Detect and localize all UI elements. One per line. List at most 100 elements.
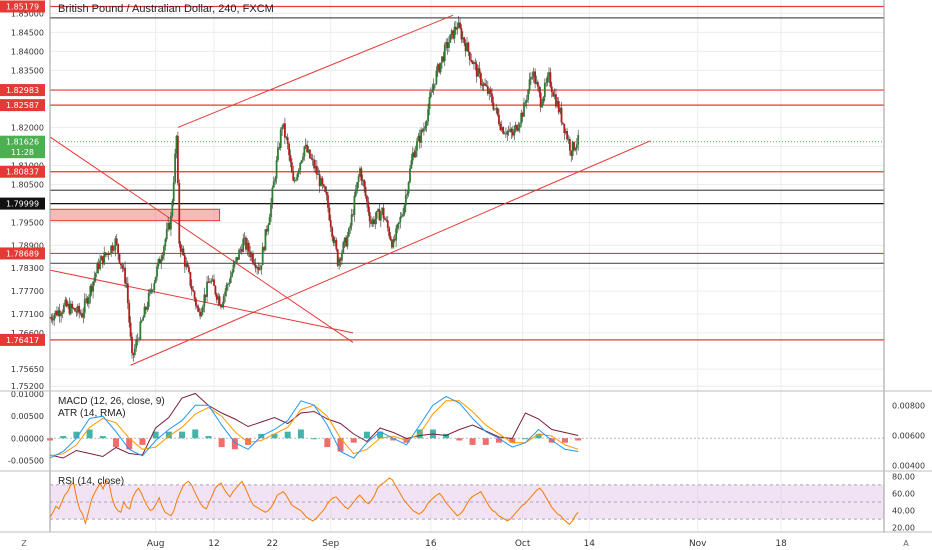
candle-body <box>160 259 163 264</box>
candle-body <box>516 124 518 131</box>
candle-body <box>268 217 271 225</box>
candle-body <box>245 237 247 250</box>
candle-body <box>121 265 124 269</box>
macd-histogram-bar <box>165 431 172 439</box>
candle-body <box>300 160 303 163</box>
candle-body <box>203 294 206 307</box>
candle-body <box>170 215 172 230</box>
candle-body <box>438 64 441 73</box>
candle-body <box>297 169 300 174</box>
candle-body <box>503 133 506 135</box>
price-tick-label: 1.78300 <box>11 264 44 273</box>
time-tick-label: Aug <box>147 539 165 549</box>
candle-body <box>147 293 150 307</box>
candle-body <box>410 160 413 169</box>
candle-body <box>114 238 117 251</box>
price-tag-bg <box>0 0 45 13</box>
candle-body <box>307 149 310 153</box>
candle-body <box>83 299 86 313</box>
candle-body <box>232 264 235 273</box>
candles[interactable] <box>49 15 580 362</box>
supply-zone <box>49 208 221 222</box>
candle-body <box>384 218 386 220</box>
macd-histogram-bar <box>86 429 93 439</box>
candle-body <box>495 107 498 109</box>
candle-body <box>279 129 282 148</box>
level-lines <box>50 5 884 341</box>
candle-body <box>339 258 342 261</box>
candle-body <box>181 248 183 252</box>
candle-body <box>253 262 256 265</box>
candle-body <box>568 138 571 151</box>
candle-body <box>90 286 93 292</box>
rsi-line <box>49 477 579 526</box>
candle-body <box>352 214 354 216</box>
candle-body <box>505 133 507 135</box>
candle-body <box>411 152 414 161</box>
macd-histogram-bar <box>126 438 133 450</box>
candle-body <box>521 112 524 117</box>
candle-body <box>67 303 69 307</box>
candle-body <box>167 222 170 229</box>
candle-body <box>385 219 388 221</box>
candle-body <box>161 255 164 260</box>
candle-body <box>72 308 75 309</box>
candle-body <box>204 294 207 297</box>
macd-histogram-bar <box>482 438 489 445</box>
macd-histogram-bar <box>271 433 278 439</box>
candle-body <box>75 311 78 313</box>
macd-tick-label: 0.01000 <box>11 390 44 399</box>
candle-body <box>427 109 429 122</box>
candle-body <box>135 340 138 349</box>
rsi-label: RSI (14, close) <box>58 476 125 487</box>
candle-body <box>246 242 249 250</box>
candle-body <box>107 253 110 255</box>
candle-body <box>431 90 434 93</box>
candle-body <box>183 255 186 267</box>
candle-body <box>318 174 321 187</box>
macd-histogram-bar <box>245 438 252 445</box>
candle-body <box>88 297 90 304</box>
candle-body <box>539 92 542 108</box>
candle-body <box>371 219 374 224</box>
price-tick-label: 1.77100 <box>11 310 44 319</box>
candle-body <box>350 214 353 226</box>
candle-body <box>357 176 360 183</box>
candle-body <box>284 123 286 138</box>
price-tick-label: 1.83500 <box>11 66 44 75</box>
candle-body <box>446 42 449 49</box>
macd-histogram-bar <box>390 438 397 441</box>
candle-body <box>332 236 335 243</box>
price-tag-bg <box>0 197 45 210</box>
macd-histogram-bar <box>377 431 384 439</box>
candle-body <box>261 247 264 266</box>
candle-body <box>314 165 317 169</box>
candle-body <box>189 272 192 286</box>
candle-body <box>541 103 543 108</box>
candle-body <box>74 308 76 312</box>
candle-body <box>441 56 443 63</box>
macd-histogram-bar <box>284 431 291 439</box>
candle-body <box>393 239 396 241</box>
candle-body <box>555 94 557 107</box>
candle-body <box>128 303 131 323</box>
price-tag-text: 1.76417 <box>6 336 39 345</box>
candle-body <box>349 225 352 229</box>
rsi-tick-label: 80.00 <box>892 472 915 481</box>
candle-body <box>553 94 556 97</box>
candle-body <box>186 263 189 268</box>
candle-body <box>470 59 473 62</box>
macd-histogram-bar <box>324 438 331 448</box>
candle-body <box>313 159 315 169</box>
price-tag-text: 1.81626 <box>6 138 39 147</box>
candle-body <box>382 207 385 219</box>
zone-layer <box>49 208 221 222</box>
candle-body <box>182 248 185 256</box>
candle-body <box>566 131 568 140</box>
candle-body <box>407 182 410 194</box>
candle-body <box>71 303 74 309</box>
macd-histogram-bar <box>469 438 476 445</box>
candle-body <box>199 311 202 317</box>
candle-body <box>136 339 139 341</box>
